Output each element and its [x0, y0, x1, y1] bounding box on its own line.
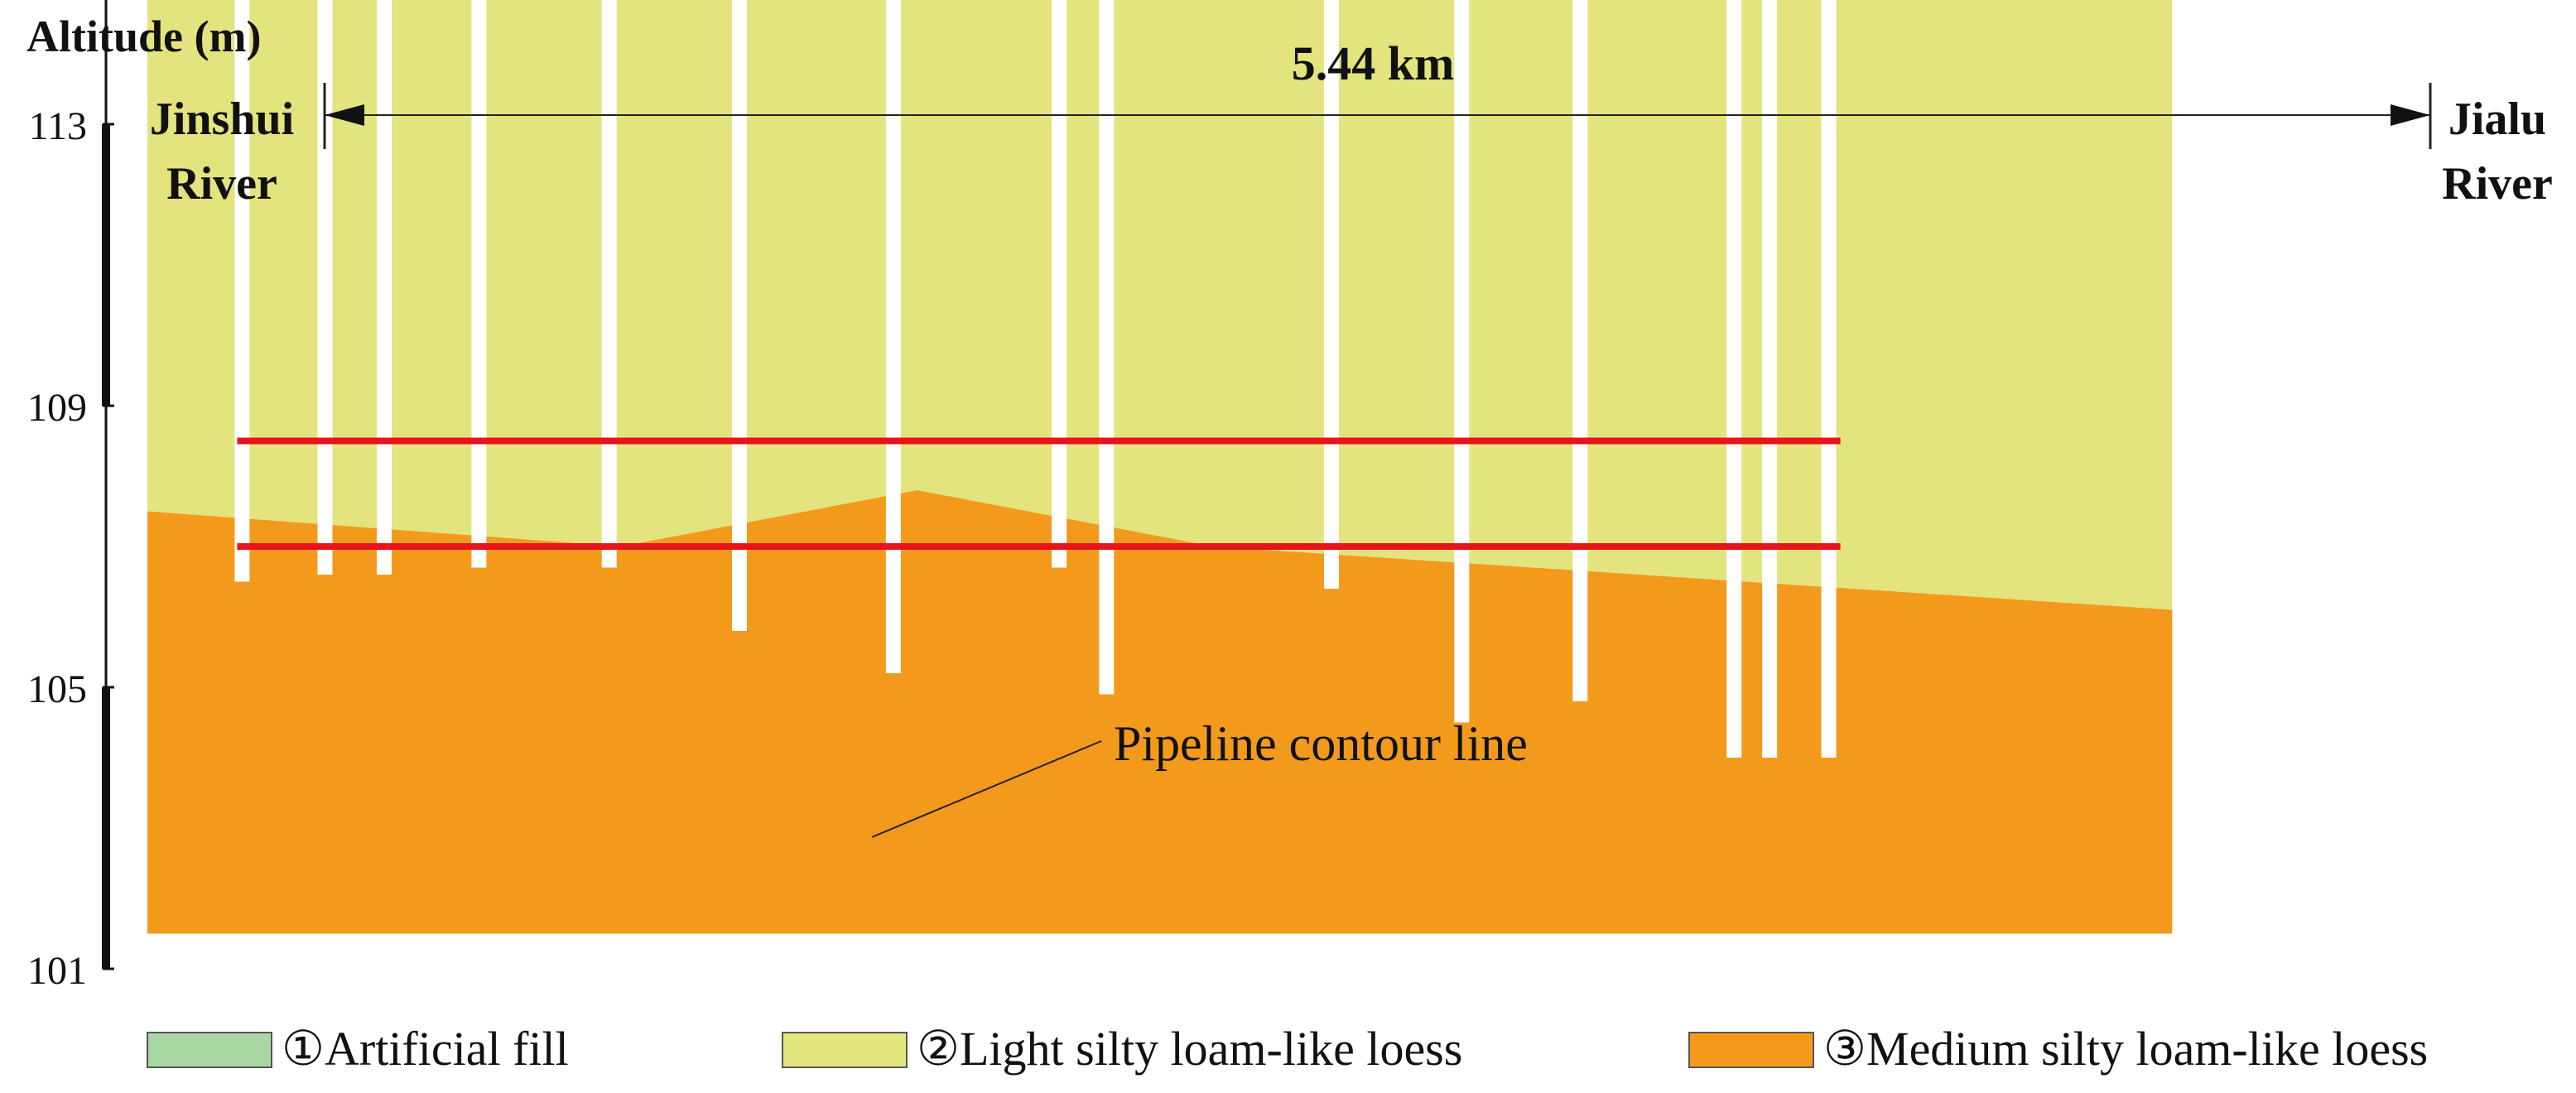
- borehole-shaft: [732, 0, 747, 631]
- borehole-shaft: [885, 0, 901, 673]
- borehole-shaft: [317, 0, 333, 575]
- distance-dimension: 5.44 km: [323, 36, 2432, 149]
- borehole-shaft: [1762, 0, 1778, 758]
- borehole-shaft: [1572, 0, 1588, 701]
- river-left-name: Jinshui: [150, 94, 294, 145]
- legend-item-medium-loess: ③Medium silty loam-like loess: [1688, 1022, 2428, 1076]
- legend-item-light-loess: ②Light silty loam-like loess: [782, 1022, 1462, 1076]
- legend-label-artificial-fill: ①Artificial fill: [282, 1022, 569, 1076]
- legend-label-medium-loess: ③Medium silty loam-like loess: [1823, 1022, 2428, 1076]
- borehole-shaft: [471, 0, 487, 568]
- river-right-name: Jialu: [2448, 94, 2546, 145]
- borehole-shaft: [1454, 0, 1470, 723]
- legend: ①Artificial fill ②Light silty loam-like …: [147, 1022, 2428, 1076]
- borehole-shaft: [1726, 0, 1742, 758]
- borehole-shaft: [1052, 0, 1067, 568]
- pipeline-label: Pipeline contour line: [1114, 716, 1528, 771]
- legend-swatch-artificial-fill: [147, 1032, 272, 1068]
- soil-layers: [147, 0, 2173, 934]
- legend-swatch-medium-loess: [1688, 1032, 1814, 1068]
- dimension-arrow-right: [2391, 104, 2430, 126]
- y-axis-title: Altitude (m): [26, 12, 261, 61]
- boreholes: 1#(R1)2#(L1)3#(L2)4#(R2)5#(L3)6#(R3)7#(L…: [234, 0, 1837, 758]
- dimension-arrow-left: [325, 104, 364, 126]
- borehole-shaft: [377, 0, 392, 575]
- borehole-shaft: [234, 0, 250, 582]
- legend-label-light-loess: ②Light silty loam-like loess: [917, 1022, 1462, 1076]
- pipeline-leader-line: [871, 740, 1102, 838]
- layer-medium-loess: [147, 490, 2173, 934]
- river-right: Jialu River: [2442, 94, 2553, 209]
- axis-tick-label: 105: [27, 667, 87, 711]
- axis-tick-label: 101: [27, 949, 87, 993]
- borehole-shaft: [1099, 0, 1115, 695]
- river-left-word: River: [166, 158, 277, 209]
- river-right-word: River: [2442, 158, 2553, 209]
- pipeline: [237, 437, 1841, 550]
- legend-item-artificial-fill: ①Artificial fill: [147, 1022, 569, 1076]
- river-left: Jinshui River: [150, 94, 294, 209]
- pipeline-callout: Pipeline contour line: [871, 716, 1528, 838]
- distance-label: 5.44 km: [1292, 36, 1455, 90]
- borehole-shaft: [601, 0, 617, 568]
- altitude-axis: 101105109113117121125129133137141145149: [27, 0, 114, 993]
- borehole-shaft: [1821, 0, 1837, 758]
- legend-swatch-light-loess: [782, 1032, 908, 1068]
- axis-tick-label: 113: [29, 104, 87, 148]
- axis-tick-label: 109: [27, 386, 87, 430]
